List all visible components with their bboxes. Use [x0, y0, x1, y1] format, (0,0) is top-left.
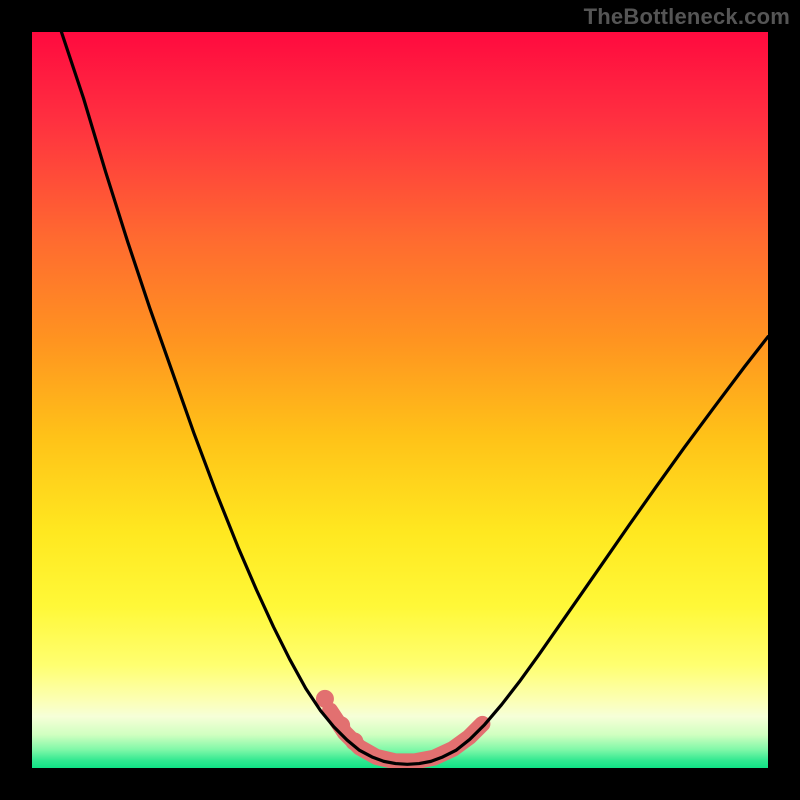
watermark-text: TheBottleneck.com — [584, 4, 790, 30]
bottleneck-curve-chart — [0, 0, 800, 800]
frame-bottom — [0, 768, 800, 800]
frame-left — [0, 0, 32, 800]
gradient-background — [32, 32, 768, 768]
accent-marker — [332, 716, 350, 734]
frame-right — [768, 0, 800, 800]
